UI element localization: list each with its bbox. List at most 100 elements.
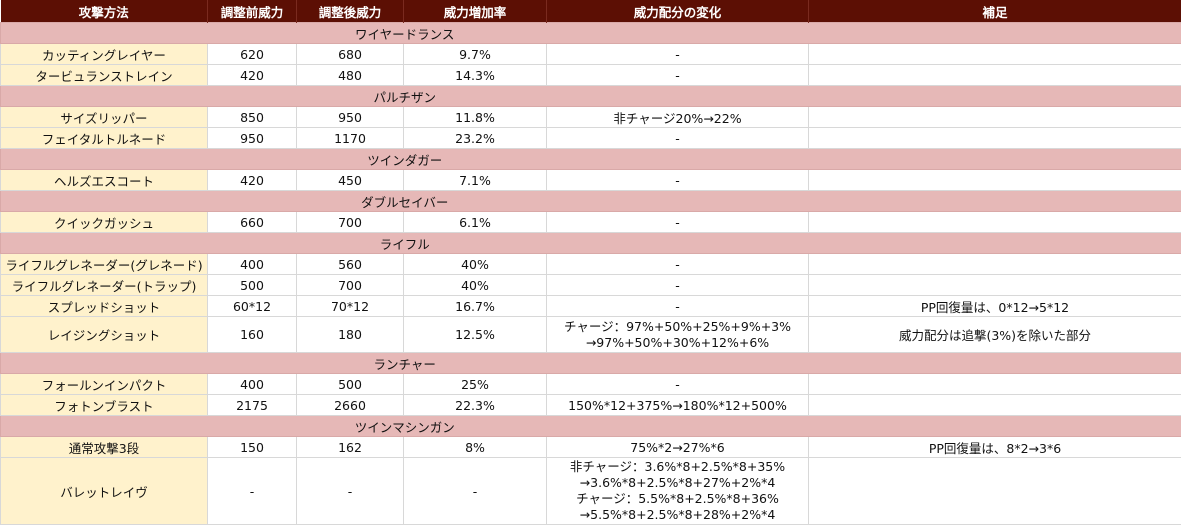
power-after-cell: 180 [296, 316, 404, 353]
attack-name-cell: 通常攻撃3段 [0, 436, 208, 458]
power-before-cell: 400 [207, 373, 297, 395]
distribution-change-cell: 75%*2→27%*6 [546, 436, 809, 458]
table-row: スプレッドショット 60*12 70*12 16.7% - PP回復量は、0*12→5*1… [0, 295, 1181, 317]
distribution-change-line: →5.5%*8+2.5%*8+28%+2%*4 [579, 507, 776, 522]
table-row: レイジングショット 160 180 12.5% チャージ：97%+50%+25%+9%+… [0, 316, 1181, 353]
power-after-cell: 480 [296, 64, 404, 86]
power-before-cell: 420 [207, 64, 297, 86]
power-before-cell: 850 [207, 106, 297, 128]
distribution-change-cell: チャージ：97%+50%+25%+9%+3% →97%+50%+30%+12%+6… [546, 316, 809, 353]
section-header-row: ツインダガー [0, 148, 1181, 170]
header-distribution-change: 威力配分の変化 [546, 0, 809, 23]
section-title: ワイヤードランス [0, 22, 809, 44]
distribution-change-cell: 150%*12+375%→180%*12+500% [546, 394, 809, 416]
increase-rate-cell: - [403, 457, 547, 525]
distribution-change-cell: - [546, 169, 809, 191]
power-after-cell: - [296, 457, 404, 525]
section-title: ツインマシンガン [0, 415, 809, 437]
attack-name-cell: クイックガッシュ [0, 211, 208, 233]
power-before-cell: - [207, 457, 297, 525]
distribution-change-line: - [675, 172, 680, 188]
table-row: フェイタルトルネード 950 1170 23.2% - [0, 127, 1181, 149]
power-after-cell: 70*12 [296, 295, 404, 317]
attack-name-cell: ライフルグレネーダー(グレネード) [0, 253, 208, 275]
power-before-cell: 400 [207, 253, 297, 275]
section-header-row: パルチザン [0, 85, 1181, 107]
section-header-row: ツインマシンガン [0, 415, 1181, 437]
distribution-change-line: - [675, 298, 680, 314]
table-row: カッティングレイヤー 620 680 9.7% - [0, 43, 1181, 65]
power-after-cell: 450 [296, 169, 404, 191]
table-row: フォールンインパクト 400 500 25% - [0, 373, 1181, 395]
note-cell [808, 394, 1181, 416]
note-cell [808, 127, 1181, 149]
note-cell [808, 373, 1181, 395]
section-title-filler [808, 22, 1181, 44]
note-cell [808, 64, 1181, 86]
note-cell [808, 211, 1181, 233]
note-line: PP回復量は、8*2→3*6 [928, 440, 1062, 456]
distribution-change-line: - [675, 376, 680, 392]
attack-name-cell: スプレッドショット [0, 295, 208, 317]
increase-rate-cell: 11.8% [403, 106, 547, 128]
table-row: ヘルズエスコート 420 450 7.1% - [0, 169, 1181, 191]
section-header-row: ランチャー [0, 352, 1181, 374]
section-title-filler [808, 232, 1181, 254]
attack-name-cell: カッティングレイヤー [0, 43, 208, 65]
distribution-change-line: - [675, 46, 680, 62]
header-notes: 補足 [808, 0, 1181, 23]
distribution-change-line: - [675, 130, 680, 146]
power-after-cell: 950 [296, 106, 404, 128]
note-cell: 威力配分は追撃(3%)を除いた部分 [808, 316, 1181, 353]
table-row: タービュランストレイン 420 480 14.3% - [0, 64, 1181, 86]
note-cell [808, 253, 1181, 275]
power-after-cell: 162 [296, 436, 404, 458]
attack-name-cell: フォールンインパクト [0, 373, 208, 395]
distribution-change-cell: - [546, 211, 809, 233]
table-row: 通常攻撃3段 150 162 8% 75%*2→27%*6 PP回復量は、8*2→3*6 [0, 436, 1181, 458]
note-cell [808, 43, 1181, 65]
section-title: ランチャー [0, 352, 809, 374]
note-cell [808, 274, 1181, 296]
header-power-before: 調整前威力 [207, 0, 297, 23]
table-row: フォトンブラスト 2175 2660 22.3% 150%*12+375%→180%*1… [0, 394, 1181, 416]
attack-name-cell: フォトンブラスト [0, 394, 208, 416]
attack-name-cell: バレットレイヴ [0, 457, 208, 525]
attack-name-cell: ライフルグレネーダー(トラップ) [0, 274, 208, 296]
note-cell: PP回復量は、8*2→3*6 [808, 436, 1181, 458]
distribution-change-cell: - [546, 253, 809, 275]
distribution-change-cell: - [546, 127, 809, 149]
header-row: 攻撃方法 調整前威力 調整後威力 威力増加率 威力配分の変化 補足 [0, 0, 1181, 23]
power-before-cell: 500 [207, 274, 297, 296]
power-after-cell: 680 [296, 43, 404, 65]
table-body: ワイヤードランス カッティングレイヤー 620 680 9.7% - タービュランストレイン… [0, 22, 1181, 525]
attack-name-cell: レイジングショット [0, 316, 208, 353]
power-before-cell: 660 [207, 211, 297, 233]
increase-rate-cell: 7.1% [403, 169, 547, 191]
increase-rate-cell: 8% [403, 436, 547, 458]
distribution-change-line: - [675, 214, 680, 230]
section-title: パルチザン [0, 85, 809, 107]
power-after-cell: 700 [296, 274, 404, 296]
header-power-after: 調整後威力 [296, 0, 404, 23]
increase-rate-cell: 22.3% [403, 394, 547, 416]
header-attack-method: 攻撃方法 [0, 0, 208, 23]
power-before-cell: 950 [207, 127, 297, 149]
increase-rate-cell: 12.5% [403, 316, 547, 353]
distribution-change-line: 150%*12+375%→180%*12+500% [568, 397, 787, 413]
power-before-cell: 420 [207, 169, 297, 191]
distribution-change-line: - [675, 67, 680, 83]
increase-rate-cell: 40% [403, 274, 547, 296]
distribution-change-cell: - [546, 373, 809, 395]
section-title-filler [808, 352, 1181, 374]
power-before-cell: 2175 [207, 394, 297, 416]
distribution-change-line: - [675, 256, 680, 272]
table-row: ライフルグレネーダー(グレネード) 400 560 40% - [0, 253, 1181, 275]
power-after-cell: 700 [296, 211, 404, 233]
attack-name-cell: タービュランストレイン [0, 64, 208, 86]
distribution-change-line: - [675, 277, 680, 293]
distribution-change-line: チャージ：5.5%*8+2.5%*8+36% [576, 491, 779, 506]
increase-rate-cell: 25% [403, 373, 547, 395]
section-header-row: ライフル [0, 232, 1181, 254]
